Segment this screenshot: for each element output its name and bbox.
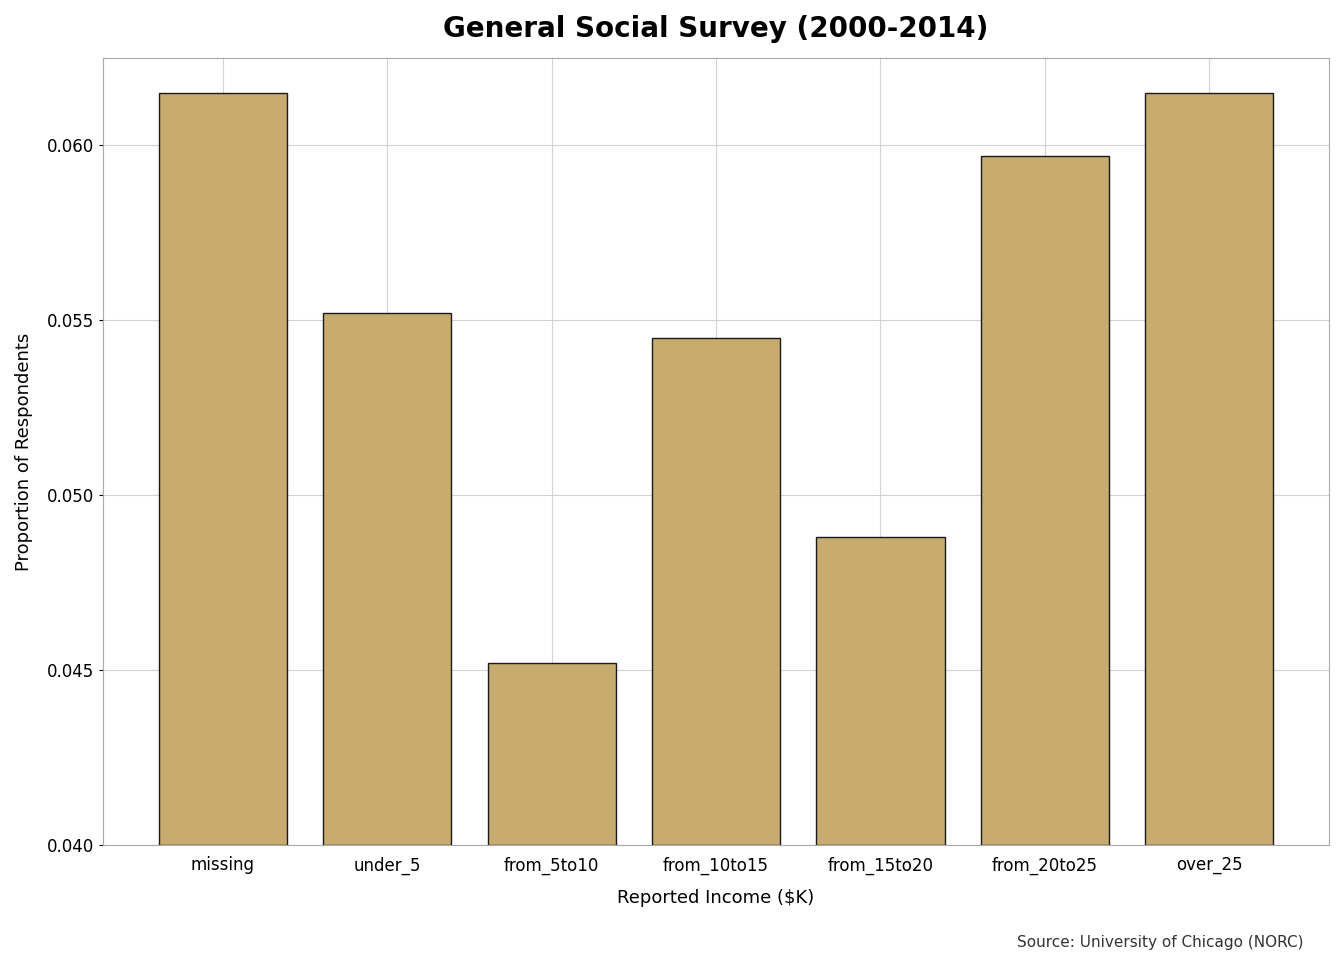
Title: General Social Survey (2000-2014): General Social Survey (2000-2014) xyxy=(444,15,989,43)
Bar xyxy=(652,338,780,846)
Bar xyxy=(159,93,288,846)
X-axis label: Reported Income ($K): Reported Income ($K) xyxy=(617,889,814,906)
Bar xyxy=(816,538,945,846)
Bar xyxy=(981,156,1109,846)
Text: Source: University of Chicago (NORC): Source: University of Chicago (NORC) xyxy=(1017,935,1304,950)
Bar xyxy=(488,663,616,846)
Bar xyxy=(1145,93,1273,846)
Bar xyxy=(324,313,452,846)
Y-axis label: Proportion of Respondents: Proportion of Respondents xyxy=(15,332,34,570)
